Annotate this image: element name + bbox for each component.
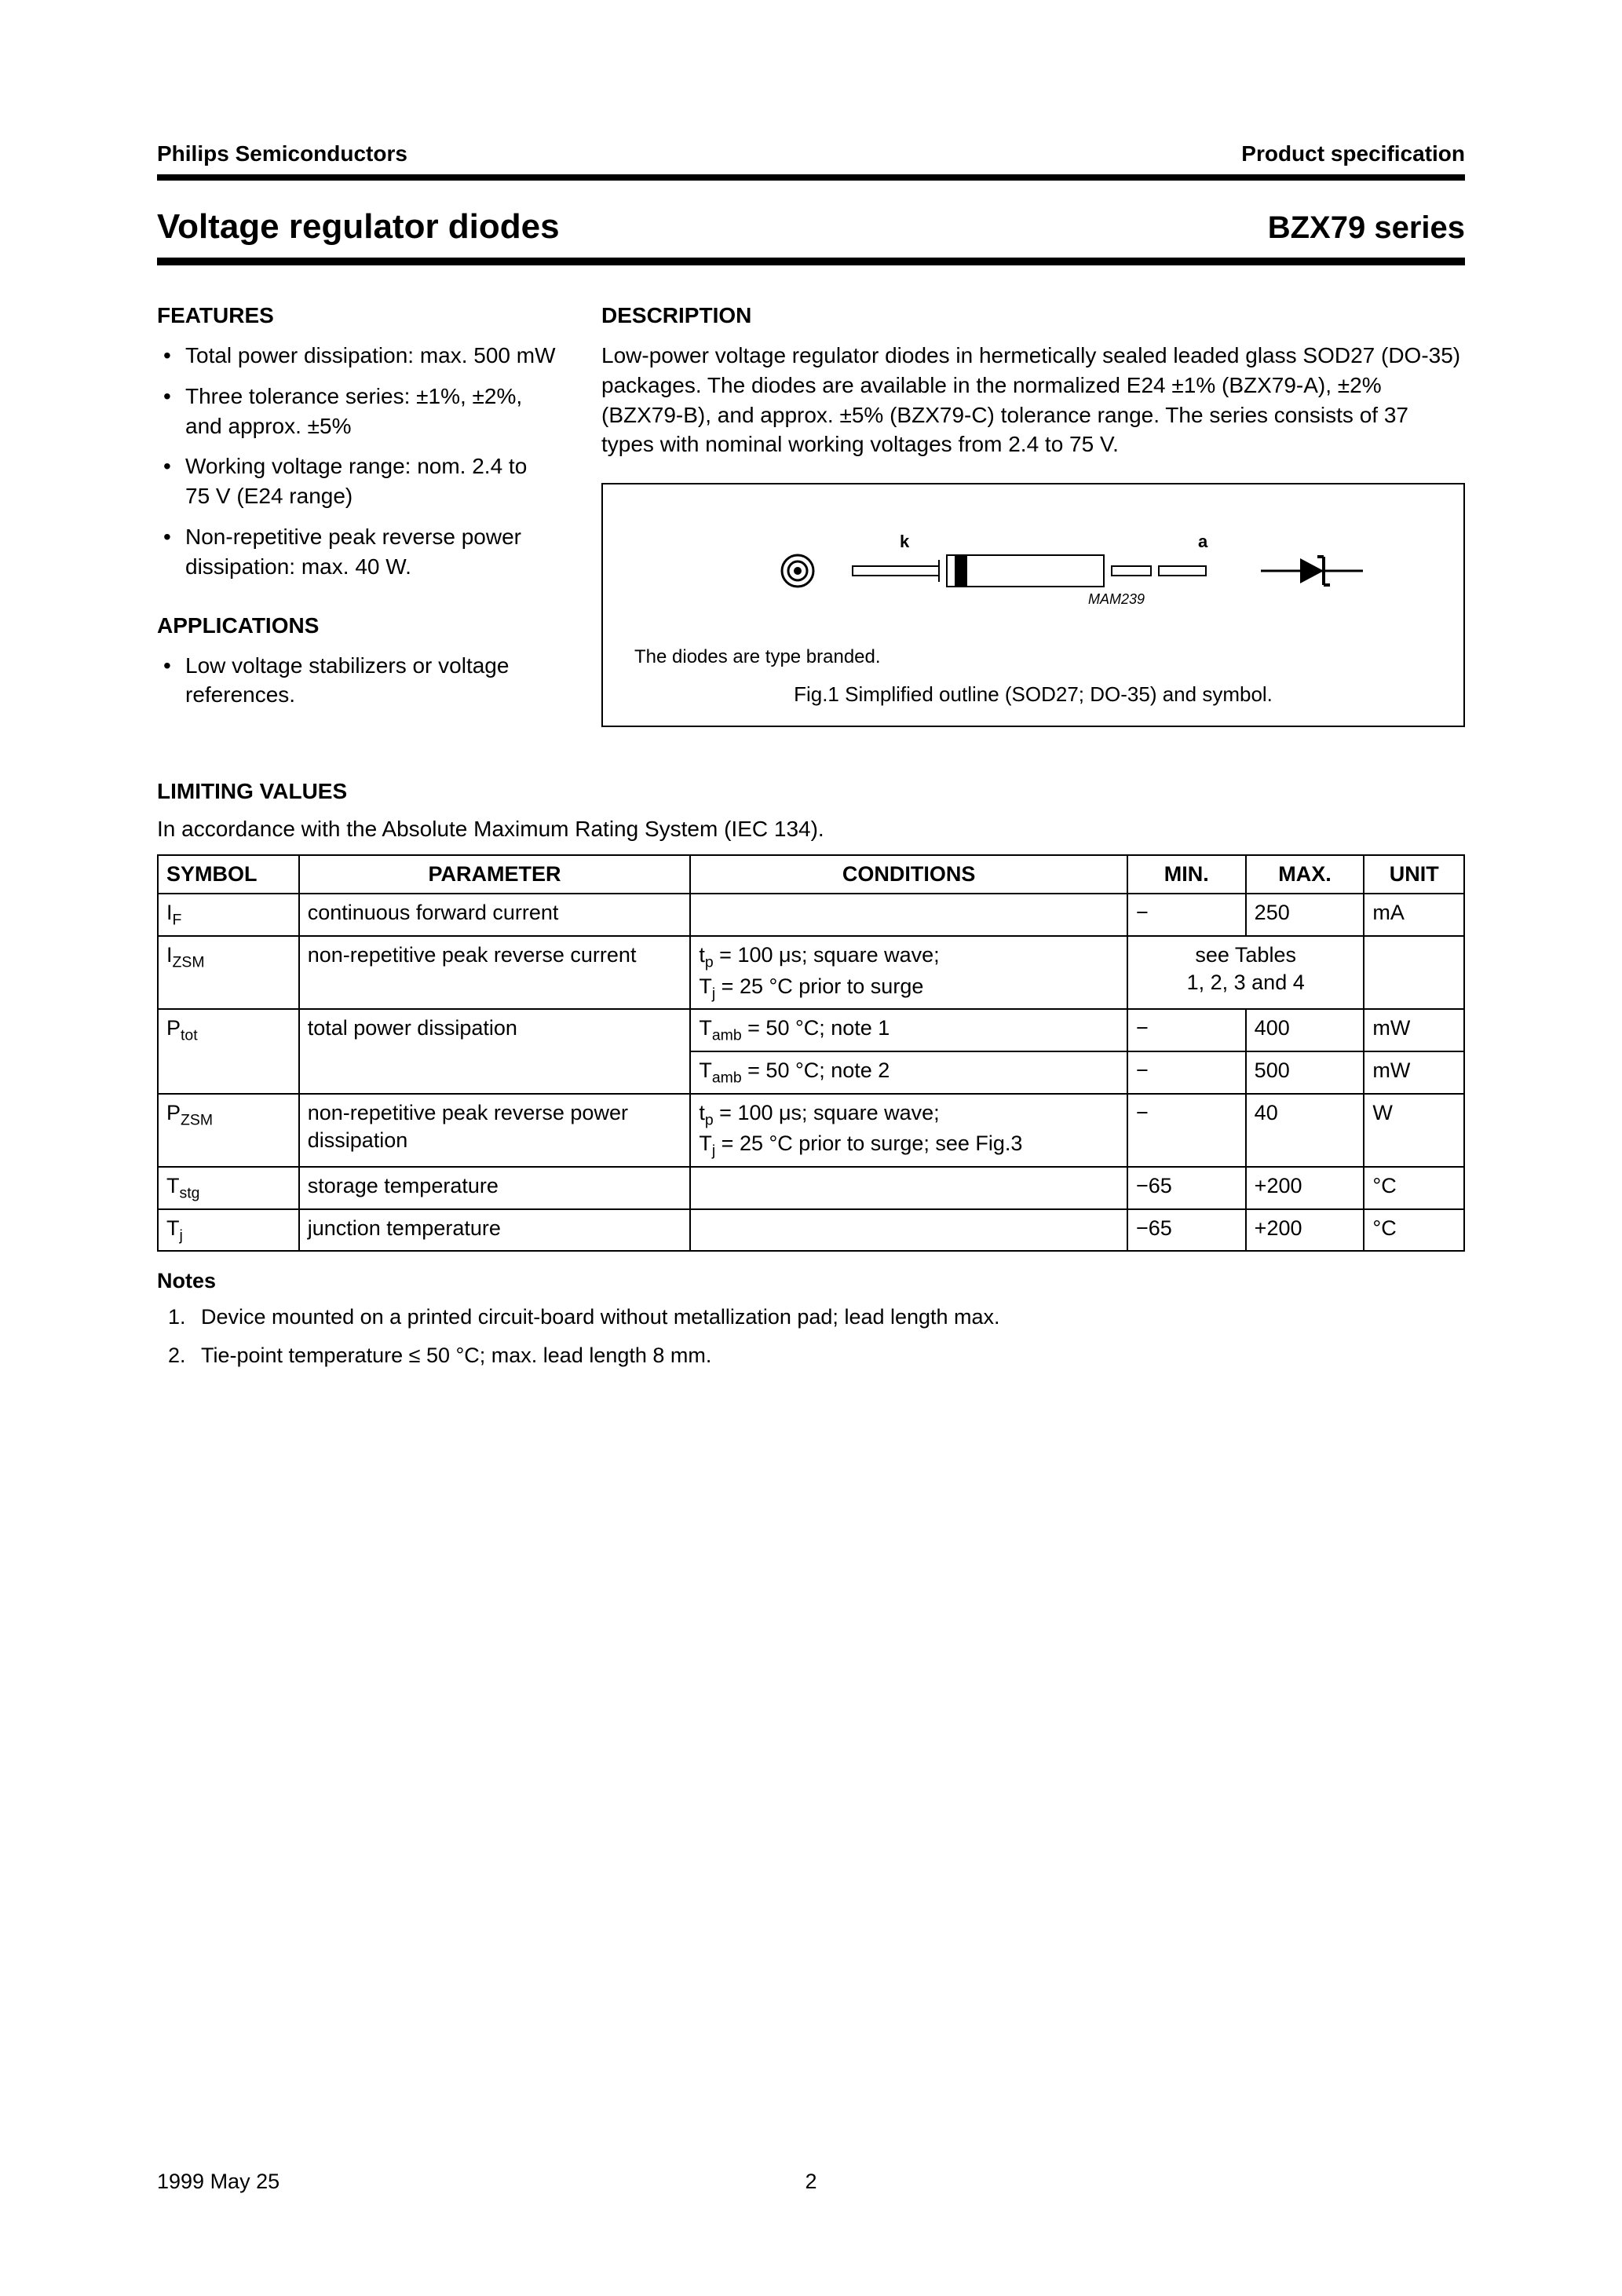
footer-page-number: 2 bbox=[805, 2170, 816, 2194]
table-row: IF continuous forward current − 250 mA bbox=[158, 894, 1464, 936]
figure-box: k a MAM bbox=[601, 483, 1465, 727]
col-max: MAX. bbox=[1246, 855, 1364, 894]
col-conditions: CONDITIONS bbox=[690, 855, 1127, 894]
table-row: IZSM non-repetitive peak reverse current… bbox=[158, 936, 1464, 1009]
limiting-intro: In accordance with the Absolute Maximum … bbox=[157, 817, 1465, 842]
col-unit: UNIT bbox=[1364, 855, 1464, 894]
header-rule bbox=[157, 174, 1465, 181]
notes-heading: Notes bbox=[157, 1269, 1465, 1293]
unit-cell bbox=[1364, 936, 1464, 1009]
max-cell: 500 bbox=[1246, 1051, 1364, 1094]
limiting-values-section: LIMITING VALUES In accordance with the A… bbox=[157, 779, 1465, 1371]
param-cell: junction temperature bbox=[299, 1209, 691, 1252]
min-cell: − bbox=[1127, 1051, 1246, 1094]
param-cell: storage temperature bbox=[299, 1167, 691, 1209]
table-header-row: SYMBOL PARAMETER CONDITIONS MIN. MAX. UN… bbox=[158, 855, 1464, 894]
application-item: Low voltage stabilizers or voltage refer… bbox=[157, 651, 557, 711]
note-item: Device mounted on a printed circuit-boar… bbox=[192, 1301, 1465, 1333]
feature-item: Non-repetitive peak reverse power dissip… bbox=[157, 522, 557, 582]
description-text: Low-power voltage regulator diodes in he… bbox=[601, 341, 1465, 459]
figure-caption: Fig.1 Simplified outline (SOD27; DO-35) … bbox=[627, 682, 1440, 707]
symbol-cell: PZSM bbox=[158, 1094, 299, 1167]
notes-list: Device mounted on a printed circuit-boar… bbox=[157, 1301, 1465, 1371]
unit-cell: mW bbox=[1364, 1009, 1464, 1051]
outline-diagram: k a MAM bbox=[680, 516, 1386, 618]
title-rule bbox=[157, 258, 1465, 265]
unit-cell: °C bbox=[1364, 1167, 1464, 1209]
page-title: Voltage regulator diodes bbox=[157, 207, 560, 247]
unit-cell: mA bbox=[1364, 894, 1464, 936]
unit-cell: °C bbox=[1364, 1209, 1464, 1252]
unit-cell: mW bbox=[1364, 1051, 1464, 1094]
features-heading: FEATURES bbox=[157, 303, 557, 328]
applications-list: Low voltage stabilizers or voltage refer… bbox=[157, 651, 557, 711]
max-cell: +200 bbox=[1246, 1209, 1364, 1252]
two-column-layout: FEATURES Total power dissipation: max. 5… bbox=[157, 303, 1465, 741]
k-label: k bbox=[900, 532, 910, 551]
min-cell: − bbox=[1127, 1094, 1246, 1167]
min-cell: −65 bbox=[1127, 1209, 1246, 1252]
max-cell: 40 bbox=[1246, 1094, 1364, 1167]
cond-cell bbox=[690, 1167, 1127, 1209]
limiting-heading: LIMITING VALUES bbox=[157, 779, 1465, 804]
title-row: Voltage regulator diodes BZX79 series bbox=[157, 207, 1465, 247]
company-name: Philips Semiconductors bbox=[157, 141, 407, 166]
diagram-area: k a MAM bbox=[627, 516, 1440, 618]
features-list: Total power dissipation: max. 500 mW Thr… bbox=[157, 341, 557, 582]
page-header: Philips Semiconductors Product specifica… bbox=[157, 141, 1465, 166]
right-column: DESCRIPTION Low-power voltage regulator … bbox=[601, 303, 1465, 741]
max-cell: 250 bbox=[1246, 894, 1364, 936]
merged-minmax-cell: see Tables1, 2, 3 and 4 bbox=[1127, 936, 1364, 1009]
feature-item: Three tolerance series: ±1%, ±2%, and ap… bbox=[157, 382, 557, 441]
doc-type: Product specification bbox=[1241, 141, 1465, 166]
feature-item: Working voltage range: nom. 2.4 to 75 V … bbox=[157, 452, 557, 511]
param-cell: non-repetitive peak reverse power dissip… bbox=[299, 1094, 691, 1167]
cond-cell: Tamb = 50 °C; note 1 bbox=[690, 1009, 1127, 1051]
param-cell: continuous forward current bbox=[299, 894, 691, 936]
cond-cell bbox=[690, 894, 1127, 936]
footer-date: 1999 May 25 bbox=[157, 2170, 279, 2194]
a-label: a bbox=[1198, 532, 1208, 551]
figure-note: The diodes are type branded. bbox=[627, 646, 1440, 668]
page-footer: 1999 May 25 2 bbox=[157, 2170, 1465, 2194]
limiting-values-table: SYMBOL PARAMETER CONDITIONS MIN. MAX. UN… bbox=[157, 854, 1465, 1252]
cond-cell: tp = 100 μs; square wave;Tj = 25 °C prio… bbox=[690, 1094, 1127, 1167]
applications-heading: APPLICATIONS bbox=[157, 613, 557, 638]
min-cell: − bbox=[1127, 894, 1246, 936]
diagram-ref: MAM239 bbox=[1088, 591, 1145, 607]
symbol-cell: IF bbox=[158, 894, 299, 936]
table-row: PZSM non-repetitive peak reverse power d… bbox=[158, 1094, 1464, 1167]
param-cell: non-repetitive peak reverse current bbox=[299, 936, 691, 1009]
cond-cell: tp = 100 μs; square wave;Tj = 25 °C prio… bbox=[690, 936, 1127, 1009]
cond-cell: Tamb = 50 °C; note 2 bbox=[690, 1051, 1127, 1094]
table-row: Tj junction temperature −65 +200 °C bbox=[158, 1209, 1464, 1252]
datasheet-page: Philips Semiconductors Product specifica… bbox=[0, 0, 1622, 2296]
max-cell: 400 bbox=[1246, 1009, 1364, 1051]
symbol-cell: Tstg bbox=[158, 1167, 299, 1209]
col-symbol: SYMBOL bbox=[158, 855, 299, 894]
min-cell: −65 bbox=[1127, 1167, 1246, 1209]
param-cell: total power dissipation bbox=[299, 1009, 691, 1093]
feature-item: Total power dissipation: max. 500 mW bbox=[157, 341, 557, 371]
table-row: Tstg storage temperature −65 +200 °C bbox=[158, 1167, 1464, 1209]
symbol-cell: Tj bbox=[158, 1209, 299, 1252]
left-column: FEATURES Total power dissipation: max. 5… bbox=[157, 303, 557, 741]
col-min: MIN. bbox=[1127, 855, 1246, 894]
col-parameter: PARAMETER bbox=[299, 855, 691, 894]
table-row: Ptot total power dissipation Tamb = 50 °… bbox=[158, 1009, 1464, 1051]
symbol-cell: Ptot bbox=[158, 1009, 299, 1093]
cond-cell bbox=[690, 1209, 1127, 1252]
min-cell: − bbox=[1127, 1009, 1246, 1051]
unit-cell: W bbox=[1364, 1094, 1464, 1167]
symbol-cell: IZSM bbox=[158, 936, 299, 1009]
max-cell: +200 bbox=[1246, 1167, 1364, 1209]
note-item: Tie-point temperature ≤ 50 °C; max. lead… bbox=[192, 1340, 1465, 1372]
description-heading: DESCRIPTION bbox=[601, 303, 1465, 328]
product-series: BZX79 series bbox=[1268, 210, 1465, 246]
